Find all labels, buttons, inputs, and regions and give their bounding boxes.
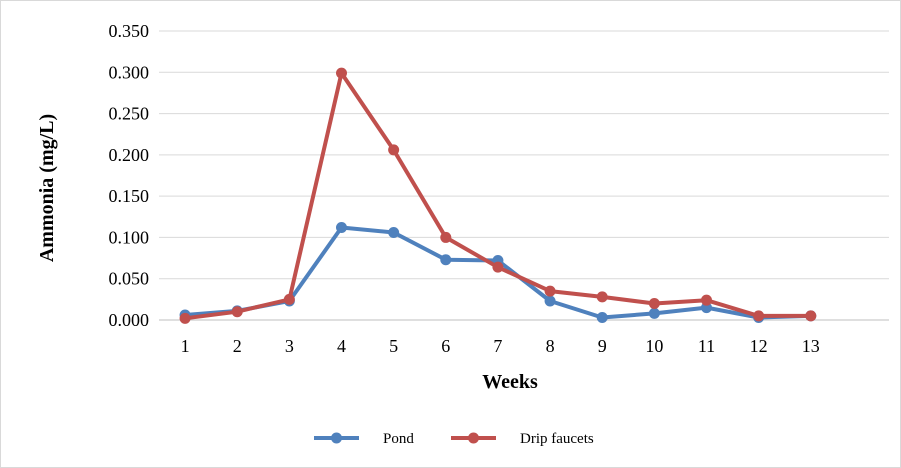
data-point — [336, 67, 347, 79]
legend-item: Drip faucets — [451, 431, 594, 447]
data-point — [492, 261, 504, 273]
y-tick-label: 0.150 — [109, 186, 150, 206]
data-point — [544, 295, 556, 307]
data-point — [388, 226, 400, 238]
data-point — [440, 254, 452, 266]
data-point — [753, 310, 765, 322]
x-tick-label: 13 — [802, 336, 820, 356]
x-tick-label: 10 — [645, 336, 663, 356]
gridlines — [159, 30, 889, 321]
x-tick-label: 12 — [750, 336, 768, 356]
x-tick-label: 5 — [389, 336, 398, 356]
y-tick-label: 0.200 — [109, 145, 150, 165]
y-axis-title: Ammonia (mg/L) — [36, 114, 58, 262]
x-axis-ticks: 1 2 3 4 5 6 7 8 9 10 11 12 13 — [181, 336, 820, 356]
data-point — [283, 293, 295, 305]
legend-label: Drip faucets — [520, 431, 594, 447]
y-tick-label: 0.350 — [109, 21, 150, 41]
y-tick-label: 0.300 — [109, 62, 150, 82]
x-tick-label: 9 — [598, 336, 607, 356]
data-point — [336, 222, 347, 234]
data-point — [440, 231, 452, 243]
data-point — [805, 310, 817, 322]
x-axis-title: Weeks — [482, 371, 538, 393]
series-lines — [179, 67, 817, 324]
data-point — [231, 306, 243, 318]
data-point — [544, 285, 556, 297]
x-tick-label: 8 — [546, 336, 555, 356]
legend-marker — [468, 432, 479, 444]
x-tick-label: 2 — [233, 336, 242, 356]
legend-marker — [331, 432, 342, 444]
y-tick-label: 0.000 — [109, 310, 150, 330]
y-axis-ticks: 0.000 0.050 0.100 0.150 0.200 0.250 0.300 0.350 — [109, 21, 150, 330]
data-point — [701, 294, 712, 306]
x-tick-label: 11 — [698, 336, 715, 356]
x-tick-label: 4 — [337, 336, 346, 356]
data-point — [388, 144, 400, 156]
x-tick-label: 7 — [493, 336, 502, 356]
x-tick-label: 6 — [441, 336, 450, 356]
y-tick-label: 0.250 — [109, 104, 150, 124]
data-point — [648, 307, 660, 319]
y-tick-label: 0.050 — [109, 269, 150, 289]
data-point — [596, 312, 608, 324]
data-point — [596, 291, 608, 303]
x-tick-label: 1 — [181, 336, 190, 356]
x-tick-label: 3 — [285, 336, 294, 356]
data-point — [648, 297, 660, 309]
legend: Pond Drip faucets — [314, 431, 594, 447]
series-drip-faucets — [179, 67, 817, 324]
data-point — [179, 312, 191, 324]
legend-item: Pond — [314, 431, 414, 447]
y-tick-label: 0.100 — [109, 227, 150, 247]
legend-label: Pond — [383, 431, 414, 447]
